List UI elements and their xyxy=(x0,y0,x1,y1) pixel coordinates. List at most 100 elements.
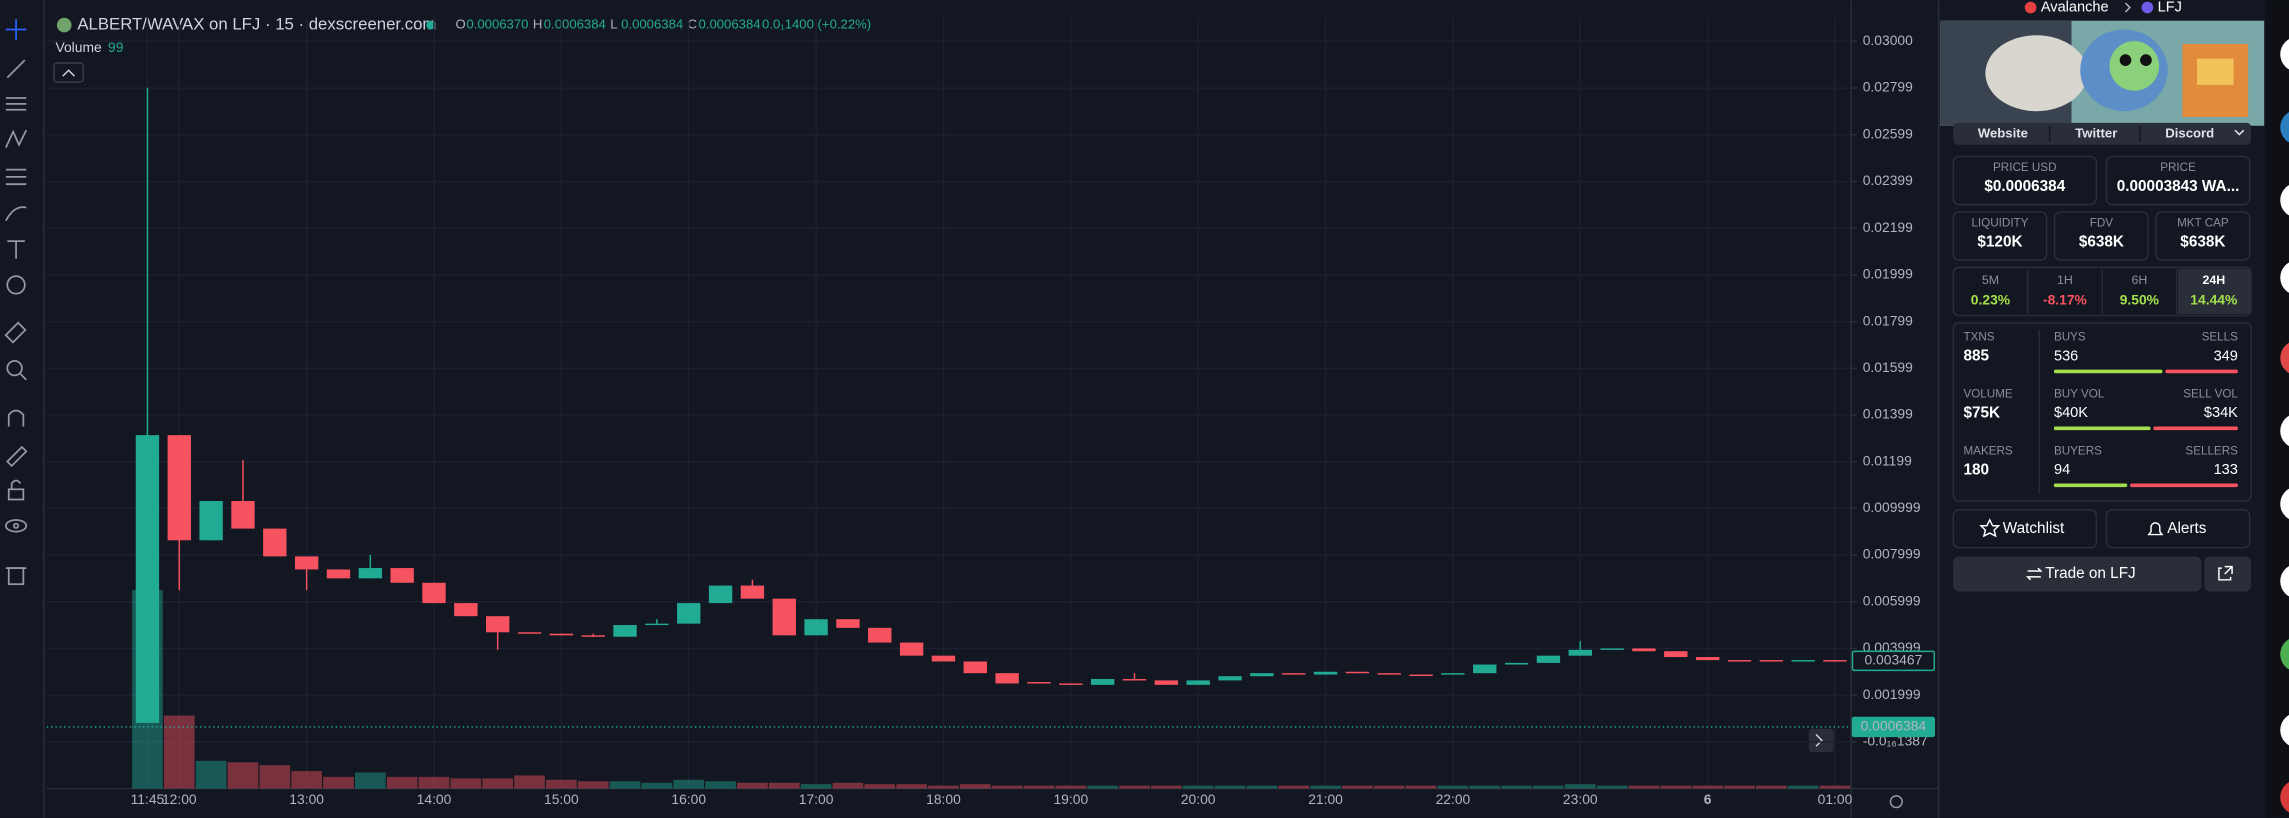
volume-bar xyxy=(1246,785,1278,789)
candle-body xyxy=(1823,660,1847,662)
x-tick-label: 22:00 xyxy=(1436,791,1471,807)
visibility-tool[interactable] xyxy=(4,519,28,533)
metric-card xyxy=(2155,211,2251,261)
x-tick-label: 12:00 xyxy=(162,791,197,807)
candle-body xyxy=(1313,671,1338,675)
stat-label: VOLUME xyxy=(1963,387,2012,400)
trade-button[interactable] xyxy=(1953,556,2202,592)
breadcrumb-separator xyxy=(2124,2,2131,13)
ohlc-key: H xyxy=(533,17,542,32)
volume-bar xyxy=(195,760,227,789)
candle-body xyxy=(1122,679,1147,681)
change-value: 0.23% xyxy=(1971,292,2010,308)
change-tab-selected[interactable] xyxy=(2178,268,2252,315)
metric-label: LIQUIDITY xyxy=(1971,217,2028,230)
ohlc-value: 0.0006370 xyxy=(466,17,528,32)
price-tag-label: 0.0006384 xyxy=(1861,718,1927,734)
candle-body xyxy=(1154,680,1179,685)
volume-bar xyxy=(1151,785,1182,789)
price-tag-label: 0.003467 xyxy=(1864,652,1922,668)
breadcrumb: Avalanche xyxy=(2041,0,2109,15)
volume-bar xyxy=(1724,785,1755,789)
links-more[interactable] xyxy=(2234,129,2245,136)
fib-tool[interactable] xyxy=(5,168,27,186)
lock-draw-tool[interactable] xyxy=(6,445,28,468)
volume-bar xyxy=(450,778,482,789)
chart-title: ALBERT/WAVAX on LFJ · 15 · dexscreener.c… xyxy=(77,15,436,34)
zoom-tool[interactable] xyxy=(6,359,27,381)
volume-bar xyxy=(1405,785,1437,789)
candle-body xyxy=(1536,655,1561,663)
volume-bar xyxy=(1787,785,1819,789)
change-label: 24H xyxy=(2202,273,2225,287)
collapse-button[interactable] xyxy=(53,62,84,83)
line-tool[interactable] xyxy=(6,59,26,79)
candle-body xyxy=(1791,660,1815,662)
live-dot xyxy=(426,20,436,30)
chart-header: ALBERT/WAVAX on LFJ · 15 · dexscreener.c… xyxy=(55,15,436,56)
volume-bar xyxy=(1692,785,1723,789)
metric-card xyxy=(1952,211,2048,261)
breadcrumb[interactable]: LFJ xyxy=(2158,0,2182,15)
action-button[interactable] xyxy=(2105,508,2251,549)
candle-body xyxy=(613,625,637,637)
channel-tool[interactable] xyxy=(5,97,27,111)
x-tick-label: 21:00 xyxy=(1308,791,1343,807)
volume-bar xyxy=(1533,785,1564,789)
candle-body xyxy=(1090,679,1115,685)
x-tick-label: 23:00 xyxy=(1563,791,1598,807)
text-tool[interactable] xyxy=(7,240,25,259)
price-tag xyxy=(1851,716,1935,738)
external-button[interactable] xyxy=(2204,556,2252,592)
link-button[interactable]: Discord xyxy=(2165,125,2214,140)
candle-body xyxy=(1027,682,1051,684)
volume-bar xyxy=(386,776,418,789)
ruler-tool[interactable] xyxy=(4,321,27,344)
candle-body xyxy=(931,655,956,662)
price-card xyxy=(1952,155,2098,206)
candle-body xyxy=(167,435,191,541)
lock-tool[interactable] xyxy=(7,479,25,501)
crosshair-tool[interactable] xyxy=(5,19,27,40)
grid xyxy=(46,17,1852,789)
x-tick-label: 15:00 xyxy=(544,791,579,807)
action-button-label: Alerts xyxy=(2167,520,2206,537)
candle-body xyxy=(963,661,987,674)
action-button[interactable] xyxy=(1952,508,2098,549)
volume-bar xyxy=(323,776,354,789)
pattern-tool[interactable] xyxy=(5,129,28,149)
candle-body xyxy=(868,627,892,643)
x-tick-label: 19:00 xyxy=(1053,791,1088,807)
magnet-tool[interactable] xyxy=(7,409,25,427)
settings-icon[interactable] xyxy=(1889,795,1903,809)
token-banner xyxy=(1940,20,2265,126)
change-value: 14.44% xyxy=(2190,292,2237,308)
candle-body xyxy=(581,635,605,637)
stat-right-value: 133 xyxy=(2214,462,2238,478)
candle-body xyxy=(1409,674,1433,677)
sell-bar xyxy=(2153,426,2238,431)
change-label: 6H xyxy=(2131,273,2147,287)
emoji-tool[interactable] xyxy=(6,275,26,295)
token-icon xyxy=(56,17,72,33)
sell-bar xyxy=(2165,369,2238,374)
volume-bar xyxy=(418,776,450,789)
brush-tool[interactable] xyxy=(5,206,27,222)
volume-bar xyxy=(641,782,673,789)
candle-body xyxy=(1473,664,1497,674)
y-tick-label: 0.009999 xyxy=(1863,499,1921,515)
trade-button-label: Trade on LFJ xyxy=(2045,565,2136,582)
link-button[interactable]: Website xyxy=(1978,125,2028,140)
candle-body xyxy=(549,633,574,636)
delete-tool[interactable] xyxy=(5,567,27,586)
candle-body xyxy=(422,582,446,604)
stat-left-value: 94 xyxy=(2054,462,2070,478)
link-button[interactable]: Twitter xyxy=(2075,125,2117,140)
candle-body xyxy=(995,673,1019,684)
candle-body xyxy=(1345,671,1370,674)
stat-label: MAKERS xyxy=(1963,444,2012,457)
candle-body xyxy=(1568,649,1592,656)
y-tick-label: 0.02799 xyxy=(1863,79,1913,95)
volume-bar xyxy=(1087,785,1118,789)
metric-value: $638K xyxy=(2079,234,2124,251)
